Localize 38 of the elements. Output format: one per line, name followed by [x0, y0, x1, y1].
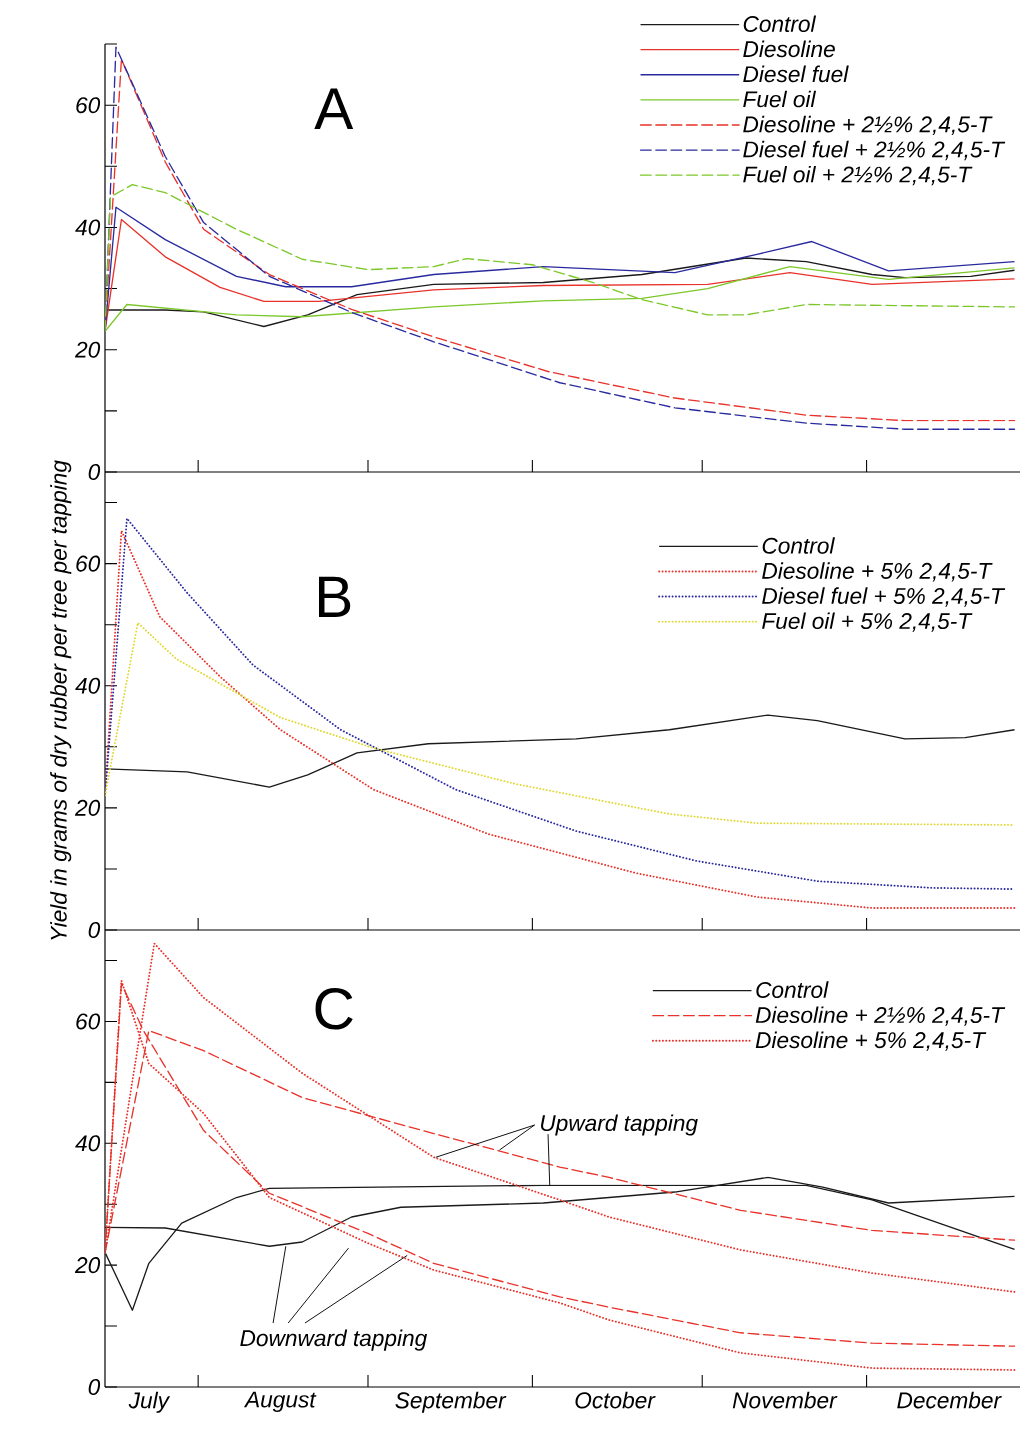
legend-label: Diesoline + 5% 2,4,5-T	[762, 562, 993, 582]
y-tick-label: 40	[75, 677, 101, 694]
y-tick-label: 0	[88, 921, 101, 939]
text: C	[315, 988, 353, 1030]
y-axis-title: Yield in grams of dry rubber per tree per tapping	[50, 460, 72, 940]
legend-label: Diesoline	[743, 40, 835, 58]
x-tick-label: September	[395, 1391, 507, 1413]
x-tick-label: August	[243, 1391, 317, 1413]
legend-label: Control	[762, 537, 835, 554]
y-tick-label: 0	[88, 463, 101, 481]
y-tick-label: 0	[88, 1378, 101, 1396]
y-tick-label: 20	[74, 341, 101, 358]
x-tick-label: October	[575, 1391, 656, 1409]
legend-label: Control	[756, 981, 829, 998]
y-tick-label: 40	[75, 219, 101, 236]
x-tick-label: November	[732, 1391, 838, 1409]
legend-label: Control	[743, 15, 817, 33]
legend-label: Fuel oil + 2½% 2,4,5-T	[743, 165, 973, 186]
annotation: Downward tapping	[240, 1329, 428, 1351]
x-tick-label: December	[897, 1391, 1002, 1409]
legend-label: Fuel oil	[743, 90, 817, 108]
annotation: Upward tapping	[541, 1114, 698, 1136]
text: A	[314, 88, 354, 129]
legend-label: Diesel fuel + 2½% 2,4,5-T	[743, 140, 1006, 161]
legend-label: Diesel fuel + 5% 2,4,5-T	[762, 587, 1006, 607]
legend-label: Diesoline + 2½% 2,4,5-T	[755, 1006, 1006, 1026]
y-tick-label: 60	[76, 1013, 101, 1030]
legend-label: Diesoline + 5% 2,4,5-T	[755, 1031, 987, 1051]
y-tick-label: 20	[74, 1257, 101, 1274]
y-tick-label: 60	[76, 97, 101, 114]
y-tick-label: 60	[76, 555, 101, 572]
y-tick-label: 40	[75, 1135, 101, 1152]
legend-label: Fuel oil + 5% 2,4,5-T	[762, 612, 973, 632]
y-tick-label: 20	[74, 799, 101, 816]
x-tick-label: July	[128, 1391, 171, 1413]
legend-label: Diesoline + 2½% 2,4,5-T	[743, 115, 993, 136]
legend-label: Diesel fuel	[743, 65, 849, 83]
text: B	[318, 576, 351, 618]
